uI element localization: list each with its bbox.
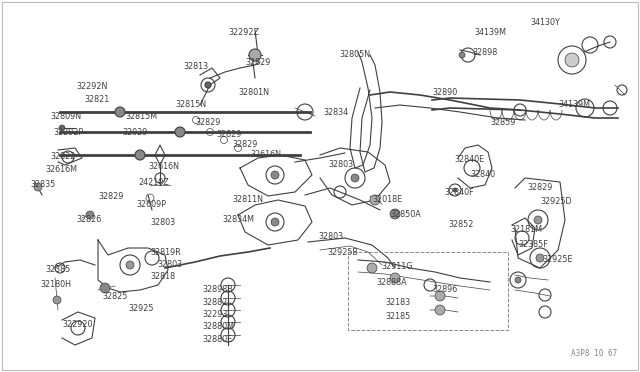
Text: 32180H: 32180H [40, 280, 71, 289]
Text: 32829: 32829 [195, 118, 220, 127]
Text: 32890: 32890 [432, 88, 457, 97]
Text: 32834: 32834 [323, 108, 348, 117]
Text: 32898B: 32898B [202, 285, 233, 294]
Circle shape [53, 296, 61, 304]
Text: 32925D: 32925D [540, 197, 572, 206]
Circle shape [565, 53, 579, 67]
Text: 32818: 32818 [150, 272, 175, 281]
Text: 32029: 32029 [122, 128, 147, 137]
Text: 32805N: 32805N [339, 50, 370, 59]
Text: 32850A: 32850A [390, 210, 420, 219]
Circle shape [59, 125, 65, 131]
Text: 32292Z: 32292Z [228, 28, 259, 37]
Text: 32385: 32385 [45, 265, 70, 274]
Text: 32185: 32185 [385, 312, 410, 321]
Text: 32925: 32925 [128, 304, 154, 313]
Text: 32880E: 32880E [202, 335, 232, 344]
Text: 32825: 32825 [102, 292, 127, 301]
Text: 32826: 32826 [76, 215, 101, 224]
Text: 32888A: 32888A [376, 278, 406, 287]
Circle shape [271, 218, 279, 226]
Circle shape [34, 183, 42, 191]
Text: 24210Z: 24210Z [138, 178, 169, 187]
Circle shape [351, 174, 359, 182]
Text: 32803: 32803 [150, 218, 175, 227]
Text: 34130Y: 34130Y [530, 18, 560, 27]
Text: 32898: 32898 [472, 48, 497, 57]
Text: 34139M: 34139M [558, 100, 590, 109]
Text: 32801N: 32801N [238, 88, 269, 97]
Circle shape [86, 211, 94, 219]
Text: 32809N: 32809N [50, 112, 81, 121]
Circle shape [435, 305, 445, 315]
Text: 32803: 32803 [328, 160, 353, 169]
Text: 32925E: 32925E [542, 255, 573, 264]
Text: 32616N: 32616N [148, 162, 179, 171]
Text: 32829: 32829 [245, 58, 270, 67]
Text: 32829: 32829 [527, 183, 552, 192]
Text: 32822: 32822 [50, 152, 76, 161]
Text: 32819R: 32819R [150, 248, 180, 257]
Circle shape [453, 188, 457, 192]
Text: 32293: 32293 [202, 310, 227, 319]
Text: 32815M: 32815M [125, 112, 157, 121]
Text: 34139M: 34139M [474, 28, 506, 37]
Text: 32852: 32852 [448, 220, 474, 229]
Text: 32882: 32882 [202, 298, 227, 307]
Text: 32829: 32829 [232, 140, 257, 149]
Text: 32183: 32183 [385, 298, 410, 307]
Circle shape [370, 195, 380, 205]
Circle shape [135, 150, 145, 160]
Text: 322920: 322920 [62, 320, 93, 329]
Text: 32835: 32835 [30, 180, 55, 189]
Text: 32292N: 32292N [76, 82, 108, 91]
Text: 32292P: 32292P [53, 128, 83, 137]
Text: 32911G: 32911G [381, 262, 413, 271]
Text: 32859: 32859 [490, 118, 515, 127]
Circle shape [534, 216, 542, 224]
Text: 32896: 32896 [432, 285, 457, 294]
Text: 32925B: 32925B [327, 248, 358, 257]
Circle shape [271, 171, 279, 179]
Circle shape [390, 273, 400, 283]
Text: 32616N: 32616N [250, 150, 281, 159]
Text: 32880M: 32880M [202, 322, 234, 331]
Text: 32803: 32803 [318, 232, 343, 241]
Circle shape [100, 283, 110, 293]
Circle shape [126, 261, 134, 269]
Text: 32840F: 32840F [444, 188, 474, 197]
Text: 32840: 32840 [470, 170, 495, 179]
Text: 32829: 32829 [216, 130, 241, 139]
Circle shape [115, 107, 125, 117]
Circle shape [459, 52, 465, 58]
Text: 32385F: 32385F [518, 240, 548, 249]
Text: 32018E: 32018E [372, 195, 402, 204]
Text: A3P8 10 67: A3P8 10 67 [571, 349, 617, 358]
Circle shape [515, 277, 521, 283]
Text: 32813: 32813 [183, 62, 208, 71]
Text: 32829: 32829 [98, 192, 124, 201]
Circle shape [175, 127, 185, 137]
Circle shape [367, 263, 377, 273]
Text: 32821: 32821 [84, 95, 109, 104]
Circle shape [536, 254, 544, 262]
Circle shape [205, 82, 211, 88]
Text: 32181M: 32181M [510, 225, 542, 234]
Circle shape [249, 49, 261, 61]
Circle shape [435, 291, 445, 301]
Text: 32811N: 32811N [232, 195, 263, 204]
Circle shape [390, 209, 400, 219]
Text: 32840E: 32840E [454, 155, 484, 164]
Text: 32616M: 32616M [45, 165, 77, 174]
Text: 32834M: 32834M [222, 215, 254, 224]
Text: 32803: 32803 [157, 260, 182, 269]
Text: 32609P: 32609P [136, 200, 166, 209]
Text: 32815N: 32815N [175, 100, 206, 109]
